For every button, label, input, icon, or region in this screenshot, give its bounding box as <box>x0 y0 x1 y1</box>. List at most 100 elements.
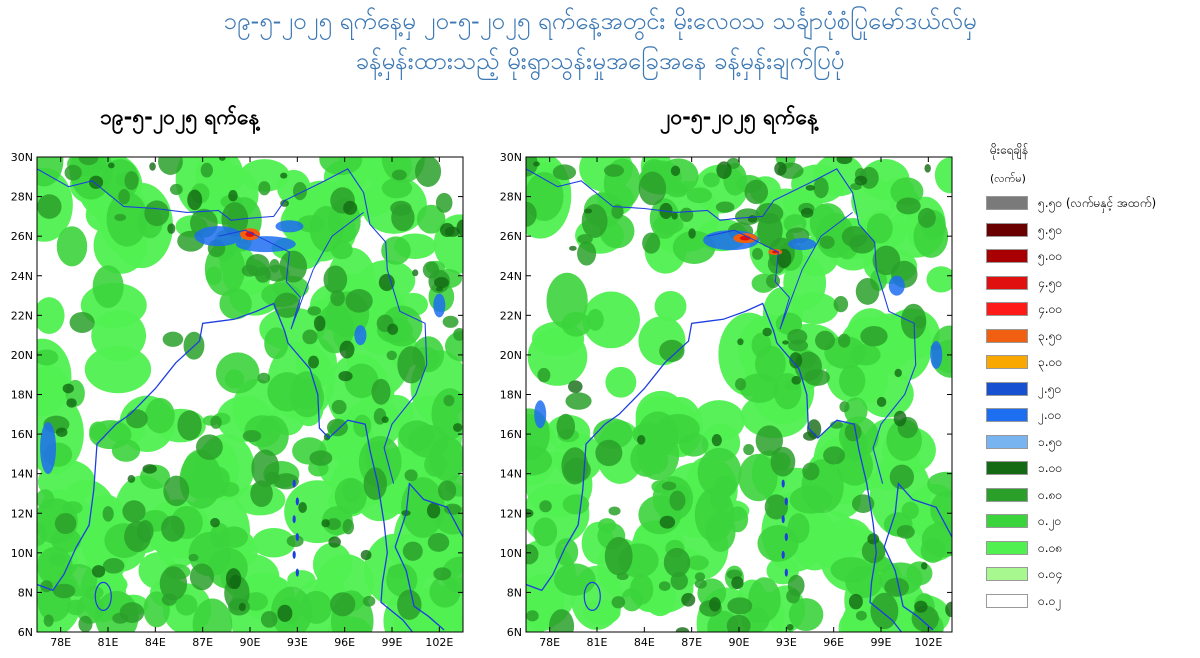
rain-cell <box>824 336 866 369</box>
rain-cell <box>345 289 373 313</box>
rain-cell <box>50 528 82 553</box>
legend-item: ၃.၅၀ <box>986 327 1200 345</box>
rain-cell <box>669 490 686 511</box>
page-title-line-1: ၁၉-၅-၂၀၂၅ ရက်နေ့မှ ၂၀-၅-၂၀၂၅ ရက်နေ့အတွင်… <box>223 7 977 35</box>
rain-cell <box>188 553 199 562</box>
rain-cell <box>605 366 637 398</box>
rain-cell <box>726 614 751 632</box>
rain-cell <box>309 206 344 252</box>
rain-cell <box>715 201 735 213</box>
rain-cell <box>277 604 293 622</box>
rain-cell <box>743 444 755 456</box>
rain-cell <box>791 292 839 325</box>
lat-tick-label: 26N <box>500 230 522 243</box>
rain-cell <box>302 329 318 345</box>
rain-cell <box>823 446 846 465</box>
rain-cell <box>37 157 64 187</box>
rain-cell <box>917 207 936 228</box>
rainfall-maps: 30N 28N 26N 24N 22N 20N 18N 16N 14N 12N 10N 8N 6N 78E… <box>11 151 953 649</box>
rain-cell <box>415 157 442 187</box>
lon-tick-label: 96E <box>334 636 355 649</box>
rain-cell <box>659 339 685 363</box>
rain-cell <box>118 188 130 205</box>
rain-cell <box>568 380 583 393</box>
rain-cell <box>225 568 242 590</box>
rain-cell <box>386 350 397 361</box>
legend-label: ၅.၅၀ <box>1038 222 1063 237</box>
rain-cell <box>711 434 722 447</box>
rain-cell <box>378 273 395 292</box>
legend-item: ၅.၅၀ <box>986 221 1200 239</box>
rain-cell <box>323 265 348 294</box>
rain-cell <box>637 411 679 458</box>
rain-cell <box>839 401 850 413</box>
rain-cell <box>533 517 558 547</box>
page-title-line-2: ခန့်မှန်းထားသည့် မိုးရွာသွန်းမှုအခြေအနေ … <box>355 47 845 75</box>
legend-item: ၁.၀၀ <box>986 459 1200 477</box>
rain-cell <box>78 615 93 632</box>
rain-cell <box>402 541 423 561</box>
rain-cell <box>319 157 363 176</box>
lat-tick-label: 30N <box>11 151 33 164</box>
rain-cell <box>838 333 851 348</box>
lat-tick-label: 18N <box>11 389 33 402</box>
rain-cell <box>307 306 322 316</box>
lon-tick-label: 78E <box>50 636 71 649</box>
rain-cell <box>876 396 887 408</box>
legend-item: ၃.၀၀ <box>986 353 1200 371</box>
lon-tick-label: 87E <box>681 636 702 649</box>
rain-cell <box>342 478 362 503</box>
lat-tick-label: 30N <box>500 151 522 164</box>
rain-cell <box>326 518 341 531</box>
rain-cell <box>242 430 262 442</box>
rain-cell <box>552 164 577 181</box>
lat-tick-label: 24N <box>11 270 33 283</box>
rain-cell <box>860 370 914 418</box>
rain-cell <box>926 266 952 293</box>
rain-cell <box>78 157 99 166</box>
rain-cell <box>526 157 538 177</box>
lon-tick-label: 99E <box>382 636 403 649</box>
rain-cell <box>782 340 789 345</box>
rain-cell <box>694 579 707 589</box>
rain-cell <box>112 612 129 624</box>
rain-cell <box>177 410 202 441</box>
island-outline <box>781 515 785 524</box>
rain-cell <box>371 378 391 405</box>
map-panel-1: 30N 28N 26N 24N 22N 20N 18N 16N 14N 12N 10N 8N 6N 78E… <box>11 151 464 649</box>
rain-cell <box>309 450 333 466</box>
rain-cell <box>747 215 758 223</box>
rain-cell <box>686 555 709 571</box>
rain-cell <box>290 371 322 410</box>
rain-cell <box>106 191 148 247</box>
rain-cell <box>252 528 296 558</box>
rain-cell <box>456 219 463 236</box>
rain-cell <box>906 561 933 586</box>
rain-cell <box>145 397 175 434</box>
rain-cell <box>251 449 280 487</box>
peak-rain-core <box>245 231 255 237</box>
rain-cell <box>608 506 621 516</box>
lat-tick-label: 20N <box>11 349 33 362</box>
rain-cell <box>88 175 104 189</box>
rain-cell <box>577 234 593 245</box>
lat-tick-label: 18N <box>500 389 522 402</box>
lon-tick-label: 84E <box>145 636 166 649</box>
rain-cell <box>855 610 867 621</box>
rain-cell <box>709 597 721 612</box>
rain-cell <box>163 475 190 507</box>
rain-cell <box>809 203 846 243</box>
rain-cell <box>161 593 177 606</box>
rain-cell <box>308 355 319 369</box>
rain-cell <box>803 431 817 441</box>
rain-cell <box>800 207 814 218</box>
rain-cell <box>658 581 671 591</box>
rain-cell <box>312 542 353 587</box>
rain-cell <box>66 398 77 408</box>
rain-cell <box>526 577 544 601</box>
legend-swatch <box>986 328 1028 343</box>
legend-swatch <box>986 487 1028 502</box>
rain-cell <box>659 515 676 529</box>
rain-cell <box>582 291 640 349</box>
rain-cell <box>561 447 589 485</box>
